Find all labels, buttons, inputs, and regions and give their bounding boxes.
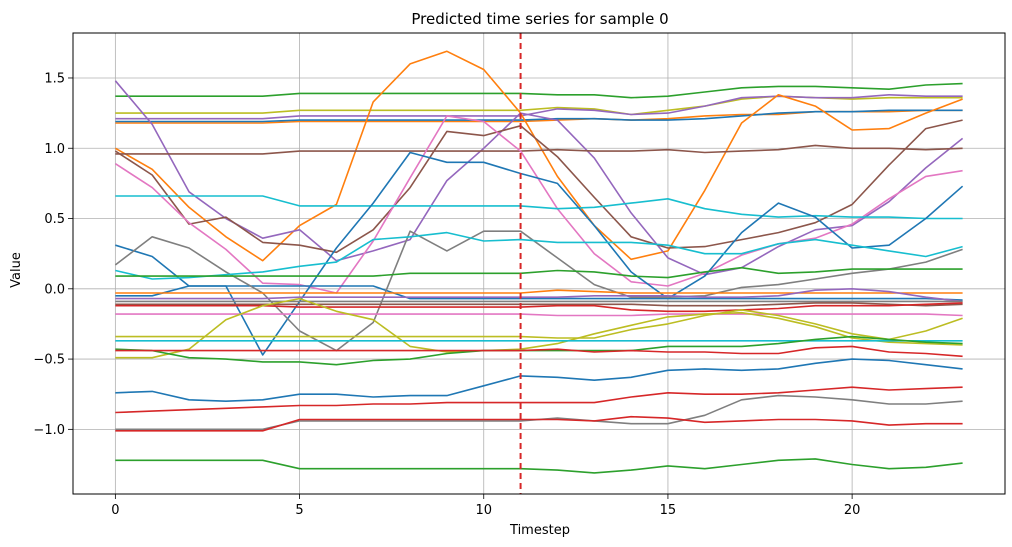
series-line-17 [115,287,963,303]
series-line-27 [115,358,963,403]
x-tick-label: 0 [111,503,119,518]
series-line-10 [115,195,963,220]
series-line-19 [115,302,963,307]
series-line-9 [114,115,963,294]
x-tick-label: 15 [660,503,677,518]
y-tick-label: 0.0 [44,282,65,297]
y-axis-ticks: −1.0 −0.5 0.0 0.5 1.0 1.5 [33,71,73,438]
series-line-23 [115,297,963,359]
y-tick-label: 1.0 [44,142,65,157]
series-line-30 [115,415,963,432]
series-group [114,50,964,474]
x-axis-ticks: 0 5 10 15 20 [111,494,860,518]
series-line-11 [115,244,963,301]
x-tick-label: 5 [295,503,303,518]
series-line-22 [115,309,963,341]
series-line-12 [115,151,964,356]
series-line-16 [115,289,963,294]
x-tick-label: 10 [475,503,492,518]
series-line-4 [115,109,963,123]
series-line-2 [115,94,963,120]
series-line-14 [115,231,963,280]
series-line-20 [115,302,963,313]
series-line-8 [114,119,963,254]
x-tick-label: 20 [844,503,861,518]
y-tick-label: −0.5 [33,353,65,368]
plot-frame [72,32,1006,495]
series-line-15 [115,266,963,279]
series-line-0 [115,82,963,99]
series-line-7 [115,144,963,155]
series-line-6 [114,80,964,276]
series-line-21 [115,313,963,317]
series-line-31 [115,458,963,474]
y-axis-label: Value [9,252,24,288]
x-axis-label: Timestep [509,523,570,538]
chart-title: Predicted time series for sample 0 [411,10,668,28]
series-line-5 [115,50,963,262]
series-line-26 [115,345,963,358]
y-tick-label: 0.5 [44,212,65,227]
y-tick-label: 1.5 [44,71,65,86]
series-line-28 [115,386,963,414]
series-line-13 [114,230,963,352]
y-tick-label: −1.0 [33,423,65,438]
